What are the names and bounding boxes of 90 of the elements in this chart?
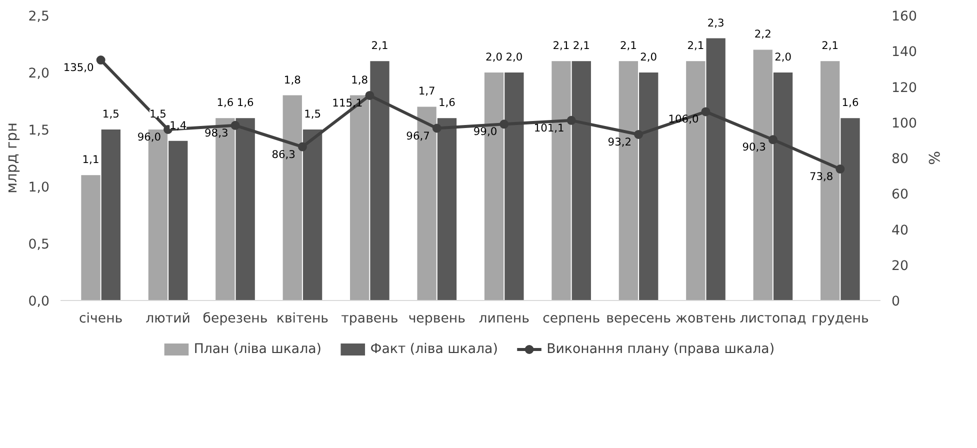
data-label: 101,1: [534, 121, 564, 134]
data-label: 73,8: [809, 170, 834, 184]
x-tick-label: березень: [202, 312, 268, 326]
y2-tick-label: 60: [892, 188, 908, 203]
y-tick-label: 2,0: [28, 66, 50, 82]
data-label: 93,2: [608, 135, 632, 148]
x-tick-label: квітень: [276, 312, 329, 326]
data-label: 99,0: [473, 125, 498, 138]
bar: [572, 61, 591, 300]
bar: [706, 38, 726, 300]
x-tick-label: лютий: [146, 312, 190, 326]
point: [500, 120, 509, 129]
x-tick-label: липень: [478, 312, 530, 326]
data-label: 1,6: [216, 96, 234, 110]
point: [230, 120, 240, 130]
data-label: 1,4: [170, 118, 187, 132]
y2-axis-title: %: [924, 151, 942, 166]
data-label: 2,1: [572, 39, 590, 52]
bar: [370, 61, 390, 300]
data-label: 2,1: [620, 39, 637, 52]
point: [96, 56, 106, 65]
data-label: 1,1: [82, 153, 100, 166]
x-tick-label: грудень: [812, 312, 869, 326]
bar: [504, 72, 524, 300]
data-label: 135,0: [63, 61, 94, 74]
y2-tick-label: 0: [892, 294, 900, 310]
y2-tick-label: 40: [892, 223, 908, 238]
data-label: 1,5: [149, 108, 166, 120]
data-label: 2,0: [640, 50, 658, 64]
point: [634, 130, 644, 139]
data-label: 1,6: [842, 96, 859, 110]
point: [566, 116, 576, 125]
data-label: 1,6: [438, 96, 456, 110]
y-tick-label: 1,0: [28, 180, 50, 196]
x-tick-label: листопад: [740, 312, 806, 326]
y2-tick-label: 120: [892, 80, 917, 96]
y-axis-title: млрд грн: [3, 122, 20, 194]
y-tick-label: 2,5: [28, 10, 50, 24]
legend-label: План (ліва шкала): [194, 342, 322, 357]
x-tick-label: вересень: [606, 312, 672, 326]
data-label: 96,0: [137, 130, 162, 144]
data-label: 1,7: [418, 84, 436, 98]
bar: [236, 118, 255, 300]
legend-label: Факт (ліва шкала): [370, 342, 498, 357]
data-label: 2,1: [822, 39, 839, 52]
data-label: 2,2: [754, 28, 772, 41]
data-label: 2,0: [506, 50, 523, 64]
bar: [101, 130, 120, 300]
bar: [81, 175, 100, 300]
x-tick-label: серпень: [542, 312, 600, 326]
data-label: 1,8: [284, 73, 302, 86]
point: [701, 107, 710, 116]
data-label: 90,3: [742, 140, 766, 154]
data-label: 2,1: [687, 39, 704, 52]
y2-tick-label: 100: [892, 116, 917, 132]
y-tick-label: 0,0: [28, 294, 50, 310]
data-label: 2,1: [552, 39, 570, 52]
data-label: 86,3: [272, 148, 296, 161]
y2-tick-label: 140: [892, 45, 917, 60]
point: [298, 142, 307, 152]
data-label: 2,1: [371, 39, 388, 52]
bar: [840, 118, 860, 300]
data-label: 1,8: [351, 73, 368, 86]
data-label: 1,5: [102, 108, 120, 120]
bar: [168, 140, 188, 300]
bar: [302, 130, 322, 300]
data-label: 2,3: [707, 16, 724, 30]
data-label: 2,0: [774, 50, 792, 64]
point: [432, 124, 442, 133]
bar: [437, 118, 457, 300]
y-tick-label: 1,5: [28, 124, 50, 138]
x-tick-label: січень: [78, 312, 123, 326]
data-label: 96,7: [406, 129, 430, 142]
point: [768, 135, 778, 144]
point: [836, 164, 845, 174]
data-label: 1,5: [304, 108, 322, 120]
y2-tick-label: 160: [892, 10, 917, 24]
y-tick-label: 0,5: [28, 238, 50, 252]
legend-label: Виконання плану (права шкала): [546, 342, 775, 357]
y2-tick-label: 20: [892, 258, 908, 274]
x-tick-label: травень: [341, 312, 398, 326]
y2-tick-label: 80: [892, 152, 908, 167]
bar: [773, 72, 793, 300]
bar: [639, 72, 658, 300]
data-label: 98,3: [204, 126, 228, 140]
data-label: 2,0: [486, 50, 503, 64]
data-label: 1,6: [236, 96, 254, 110]
x-tick-label: жовтень: [675, 312, 736, 326]
x-tick-label: червень: [408, 312, 466, 326]
point: [365, 90, 374, 100]
